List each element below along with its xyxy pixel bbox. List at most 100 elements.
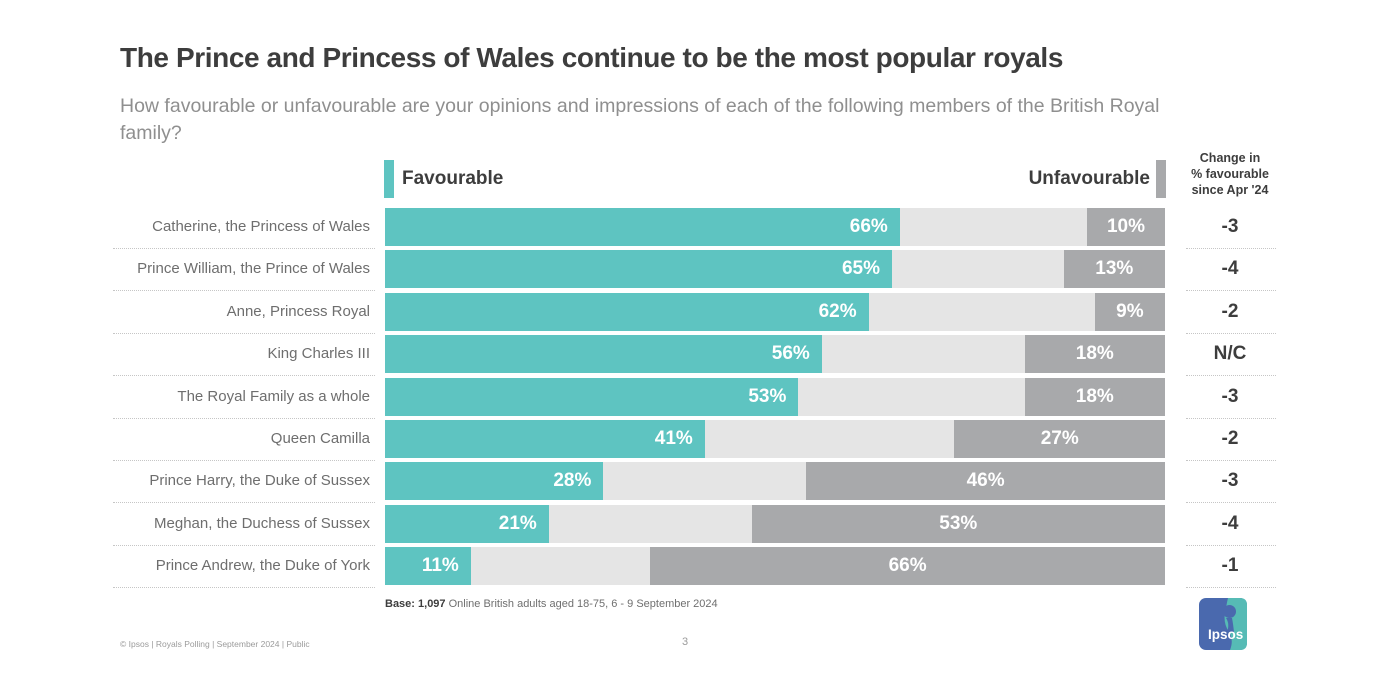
change-value: -3 bbox=[1221, 216, 1239, 237]
logo-wordmark: Ipsos bbox=[1208, 627, 1243, 642]
chart-row: Prince Harry, the Duke of Sussex 28% 46% -3 bbox=[0, 462, 1390, 504]
unfavourable-bar: 18% bbox=[1024, 335, 1165, 374]
favourable-bar: 56% bbox=[385, 335, 822, 374]
chart-row: Prince Andrew, the Duke of York 11% 66% -1 bbox=[0, 547, 1390, 589]
change-row-separator bbox=[1186, 290, 1276, 292]
unfavourable-value-label: 10% bbox=[1106, 216, 1146, 237]
bar-track: 66% 10% bbox=[385, 208, 1165, 246]
favourable-value-label: 11% bbox=[421, 555, 459, 577]
chart-row: Anne, Princess Royal 62% 9% -2 bbox=[0, 292, 1390, 334]
favourable-legend-swatch bbox=[384, 160, 394, 198]
base-note-bold: Base: 1,097 bbox=[385, 598, 446, 610]
label-row-separator bbox=[113, 290, 375, 292]
favourable-value-label: 66% bbox=[849, 216, 888, 237]
unfavourable-value-label: 18% bbox=[1075, 385, 1114, 407]
chart-row: Meghan, the Duchess of Sussex 21% 53% -4 bbox=[0, 504, 1390, 546]
page-number: 3 bbox=[681, 636, 689, 648]
chart-row: Queen Camilla 41% 27% -2 bbox=[0, 419, 1390, 461]
favourable-value-label: 21% bbox=[498, 512, 537, 534]
favourable-value-label: 62% bbox=[818, 300, 857, 322]
change-row-separator bbox=[1186, 248, 1276, 249]
unfavourable-value-label: 13% bbox=[1095, 258, 1134, 280]
category-label: Prince William, the Prince of Wales bbox=[137, 260, 370, 278]
favourable-bar: 66% bbox=[385, 208, 900, 246]
change-value: N/C bbox=[1213, 343, 1247, 365]
label-row-separator bbox=[113, 248, 375, 249]
category-label: Prince Andrew, the Duke of York bbox=[155, 557, 370, 575]
bar-track: 62% 9% bbox=[385, 292, 1165, 331]
unfavourable-legend-swatch bbox=[1156, 160, 1166, 198]
change-value: -2 bbox=[1221, 300, 1239, 322]
unfavourable-bar: 53% bbox=[751, 504, 1165, 543]
category-label: King Charles III bbox=[267, 345, 370, 363]
change-header-line3: since Apr '24 bbox=[1191, 183, 1269, 197]
favourable-bar: 62% bbox=[385, 292, 869, 331]
page-title: The Prince and Princess of Wales continu… bbox=[120, 42, 1063, 73]
change-row-separator bbox=[1186, 332, 1276, 334]
label-row-separator bbox=[113, 587, 375, 589]
base-note-rest: Online British adults aged 18-75, 6 - 9 … bbox=[445, 598, 718, 610]
unfavourable-bar: 10% bbox=[1087, 208, 1165, 246]
change-column-header: Change in % favourable since Apr '24 bbox=[1180, 150, 1280, 198]
bar-track: 21% 53% bbox=[385, 504, 1165, 543]
change-row-separator bbox=[1186, 544, 1276, 546]
change-row-separator bbox=[1186, 502, 1276, 504]
change-value: -2 bbox=[1221, 427, 1239, 449]
chart-rows: Catherine, the Princess of Wales 66% 10% -3… bbox=[0, 208, 1390, 590]
chart-row: The Royal Family as a whole 53% 18% -3 bbox=[0, 377, 1390, 419]
unfavourable-value-label: 18% bbox=[1075, 343, 1114, 365]
change-header-line2: % favourable bbox=[1191, 167, 1269, 181]
bar-track: 41% 27% bbox=[385, 419, 1165, 458]
chart-row: King Charles III 56% 18% N/C bbox=[0, 335, 1390, 377]
change-row-separator bbox=[1186, 459, 1276, 461]
unfavourable-bar: 46% bbox=[806, 462, 1165, 501]
change-value: -4 bbox=[1221, 512, 1239, 534]
unfavourable-bar: 27% bbox=[954, 419, 1165, 458]
favourable-bar: 53% bbox=[385, 377, 799, 416]
favourable-value-label: 65% bbox=[841, 258, 880, 280]
base-note: Base: 1,097 Online British adults aged 1… bbox=[385, 598, 718, 610]
label-row-separator bbox=[113, 502, 375, 504]
unfavourable-value-label: 53% bbox=[939, 512, 978, 534]
label-row-separator bbox=[113, 417, 375, 419]
favourable-bar: 11% bbox=[385, 547, 471, 586]
category-label: Prince Harry, the Duke of Sussex bbox=[149, 472, 370, 490]
unfavourable-value-label: 9% bbox=[1116, 300, 1144, 322]
change-value: -3 bbox=[1221, 470, 1239, 492]
unfavourable-bar: 9% bbox=[1094, 292, 1165, 331]
favourable-value-label: 53% bbox=[748, 385, 787, 407]
category-label: Queen Camilla bbox=[270, 429, 370, 447]
chart-row: Catherine, the Princess of Wales 66% 10% -3 bbox=[0, 208, 1390, 249]
bar-track: 11% 66% bbox=[385, 547, 1165, 586]
favourable-bar: 28% bbox=[385, 462, 604, 501]
favourable-value-label: 56% bbox=[771, 343, 810, 365]
category-label: The Royal Family as a whole bbox=[177, 387, 370, 405]
change-value: -3 bbox=[1221, 385, 1239, 407]
label-row-separator bbox=[113, 459, 375, 461]
unfavourable-value-label: 66% bbox=[888, 555, 927, 577]
favourable-bar: 41% bbox=[385, 419, 705, 458]
category-label: Meghan, the Duchess of Sussex bbox=[154, 514, 370, 532]
bar-track: 56% 18% bbox=[385, 335, 1165, 374]
favourable-bar: 21% bbox=[385, 504, 549, 543]
change-value: -4 bbox=[1221, 258, 1239, 280]
unfavourable-value-label: 46% bbox=[966, 470, 1005, 492]
subtitle-question: How favourable or unfavourable are your … bbox=[120, 95, 1160, 144]
unfavourable-bar: 66% bbox=[650, 547, 1165, 586]
label-row-separator bbox=[113, 332, 375, 334]
favourable-legend-label: Favourable bbox=[402, 168, 504, 189]
bar-track: 28% 46% bbox=[385, 462, 1165, 501]
favourable-bar: 65% bbox=[385, 250, 892, 289]
change-header-line1: Change in bbox=[1199, 151, 1261, 165]
copyright-text: © Ipsos | Royals Polling | September 202… bbox=[120, 639, 310, 649]
ipsos-logo: Ipsos bbox=[1199, 598, 1247, 650]
category-label: Catherine, the Princess of Wales bbox=[152, 218, 370, 235]
change-row-separator bbox=[1186, 587, 1276, 589]
favourable-value-label: 28% bbox=[553, 470, 592, 492]
change-row-separator bbox=[1186, 375, 1276, 377]
unfavourable-bar: 18% bbox=[1024, 377, 1165, 416]
category-label: Anne, Princess Royal bbox=[226, 302, 370, 320]
change-row-separator bbox=[1186, 417, 1276, 419]
bar-track: 53% 18% bbox=[385, 377, 1165, 416]
